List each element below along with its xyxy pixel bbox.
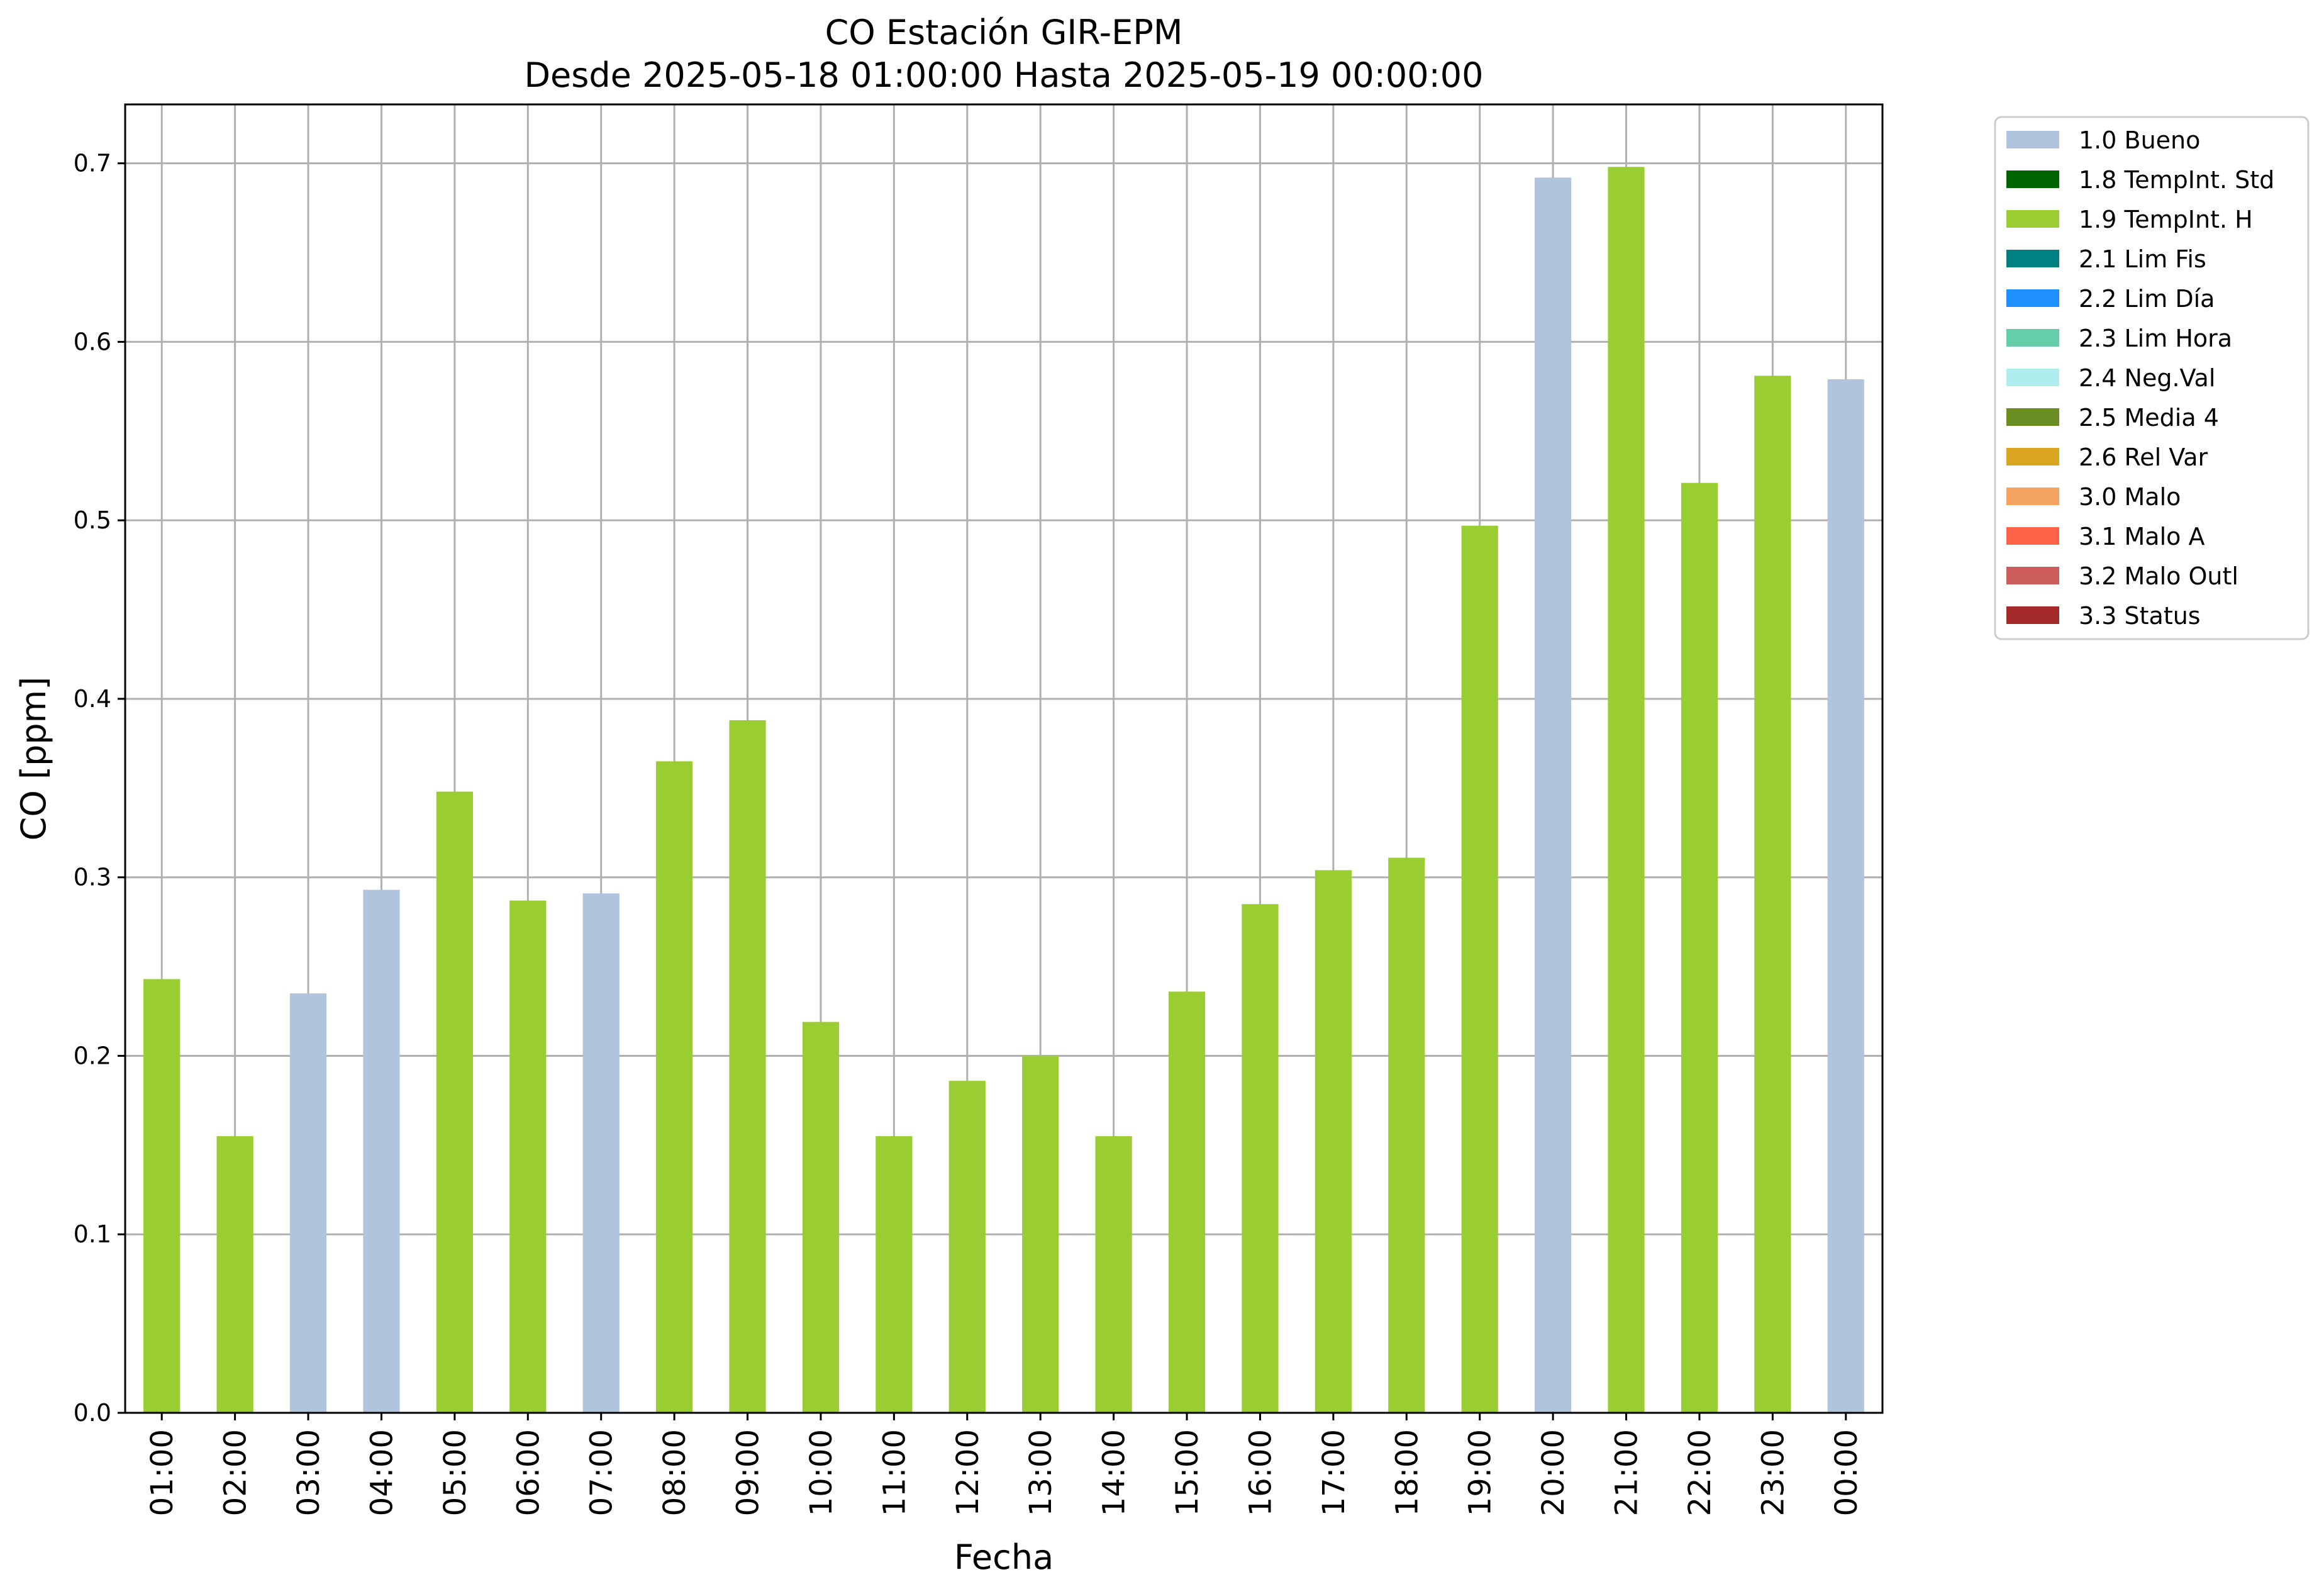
x-tick-label: 07:00: [584, 1429, 620, 1516]
legend-swatch: [2006, 329, 2059, 347]
x-tick-label: 16:00: [1243, 1429, 1278, 1516]
bar: [509, 901, 546, 1413]
bar: [656, 761, 692, 1413]
y-tick-label: 0.4: [74, 685, 111, 713]
x-tick-label: 02:00: [218, 1429, 253, 1516]
chart-subtitle: Desde 2025-05-18 01:00:00 Hasta 2025-05-…: [524, 55, 1483, 95]
legend-swatch: [2006, 408, 2059, 426]
x-tick-label: 03:00: [291, 1429, 326, 1516]
x-tick-label: 20:00: [1536, 1429, 1571, 1516]
bar: [1169, 991, 1205, 1413]
x-tick-label: 04:00: [364, 1429, 399, 1516]
legend: 1.0 Bueno 1.8 TempInt. Std 1.9 TempInt. H 2…: [1995, 117, 2308, 639]
x-axis-label: Fecha: [954, 1537, 1054, 1577]
legend-label: 3.2 Malo Outl: [2079, 562, 2238, 590]
legend-swatch: [2006, 210, 2059, 228]
y-tick-label: 0.2: [74, 1042, 111, 1069]
x-tick-label: 23:00: [1755, 1429, 1791, 1516]
x-tick-label: 21:00: [1610, 1429, 1645, 1516]
x-tick-label: 11:00: [877, 1429, 912, 1516]
x-tick-label: 08:00: [657, 1429, 692, 1516]
x-tick-label: 14:00: [1097, 1429, 1132, 1516]
bar: [1315, 870, 1352, 1413]
legend-label: 1.9 TempInt. H: [2079, 206, 2253, 233]
legend-swatch: [2006, 606, 2059, 624]
legend-swatch: [2006, 289, 2059, 307]
legend-label: 2.3 Lim Hora: [2079, 325, 2232, 352]
bars: [143, 167, 1864, 1413]
legend-swatch: [2006, 567, 2059, 584]
legend-label: 3.1 Malo A: [2079, 523, 2204, 550]
x-tick-label: 06:00: [511, 1429, 546, 1516]
legend-swatch: [2006, 488, 2059, 505]
x-tick-label: 10:00: [804, 1429, 839, 1516]
x-tick-label: 12:00: [950, 1429, 986, 1516]
x-tick-label: 15:00: [1170, 1429, 1205, 1516]
legend-label: 3.0 Malo: [2079, 483, 2181, 511]
legend-label: 2.5 Media 4: [2079, 404, 2219, 432]
legend-swatch: [2006, 448, 2059, 465]
legend-label: 2.4 Neg.Val: [2079, 364, 2215, 392]
x-tick-label: 22:00: [1682, 1429, 1718, 1516]
legend-label: 3.3 Status: [2079, 602, 2201, 630]
y-tick-label: 0.3: [74, 864, 111, 891]
y-axis-label: CO [ppm]: [14, 677, 53, 841]
bar: [290, 993, 326, 1413]
legend-swatch: [2006, 170, 2059, 188]
x-tick-label: 17:00: [1316, 1429, 1352, 1516]
y-axis-ticks: 0.0 0.1 0.2 0.3 0.4 0.5 0.6 0.7: [74, 150, 125, 1427]
bar: [1388, 857, 1425, 1413]
legend-label: 1.0 Bueno: [2079, 126, 2200, 154]
x-axis-ticks: 01:00 02:00 03:00 04:00 05:00 06:00 07:00 08:00…: [145, 1413, 1864, 1516]
legend-swatch: [2006, 131, 2059, 148]
bar: [436, 791, 473, 1413]
legend-label: 2.1 Lim Fis: [2079, 245, 2206, 273]
y-tick-label: 0.0: [74, 1399, 111, 1427]
bar: [583, 893, 620, 1413]
bar: [1242, 904, 1278, 1413]
y-tick-label: 0.6: [74, 328, 111, 355]
x-tick-label: 09:00: [731, 1429, 766, 1516]
chart-title: CO Estación GIR-EPM: [825, 13, 1183, 52]
bar: [1754, 376, 1791, 1413]
legend-label: 2.2 Lim Día: [2079, 285, 2215, 313]
x-tick-label: 00:00: [1829, 1429, 1864, 1516]
legend-swatch: [2006, 527, 2059, 545]
bar: [1608, 167, 1644, 1413]
bar: [803, 1022, 839, 1413]
x-tick-label: 13:00: [1023, 1429, 1059, 1516]
legend-swatch: [2006, 250, 2059, 267]
y-tick-label: 0.7: [74, 150, 111, 177]
y-tick-label: 0.5: [74, 506, 111, 534]
bar: [1681, 483, 1718, 1413]
x-tick-label: 18:00: [1389, 1429, 1425, 1516]
bar: [1022, 1056, 1059, 1413]
bar: [1535, 177, 1571, 1413]
legend-swatch: [2006, 369, 2059, 386]
x-tick-label: 19:00: [1463, 1429, 1498, 1516]
bar: [217, 1136, 253, 1413]
bar: [1462, 526, 1498, 1413]
bar: [143, 979, 180, 1413]
bar: [1828, 379, 1864, 1413]
bar: [1096, 1136, 1132, 1413]
bar: [363, 890, 399, 1413]
bar: [729, 720, 765, 1413]
bar: [949, 1081, 986, 1413]
legend-label: 1.8 TempInt. Std: [2079, 166, 2274, 194]
x-tick-label: 01:00: [145, 1429, 180, 1516]
legend-label: 2.6 Rel Var: [2079, 443, 2208, 471]
y-tick-label: 0.1: [74, 1220, 111, 1248]
x-tick-label: 05:00: [438, 1429, 473, 1516]
bar: [876, 1136, 912, 1413]
